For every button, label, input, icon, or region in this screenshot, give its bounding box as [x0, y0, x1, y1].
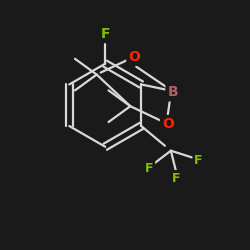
Text: F: F	[172, 172, 180, 185]
Text: F: F	[100, 27, 110, 41]
Text: F: F	[145, 162, 153, 175]
Text: F: F	[194, 154, 203, 167]
Text: O: O	[128, 50, 140, 64]
Text: B: B	[168, 85, 178, 99]
Text: O: O	[162, 117, 174, 131]
